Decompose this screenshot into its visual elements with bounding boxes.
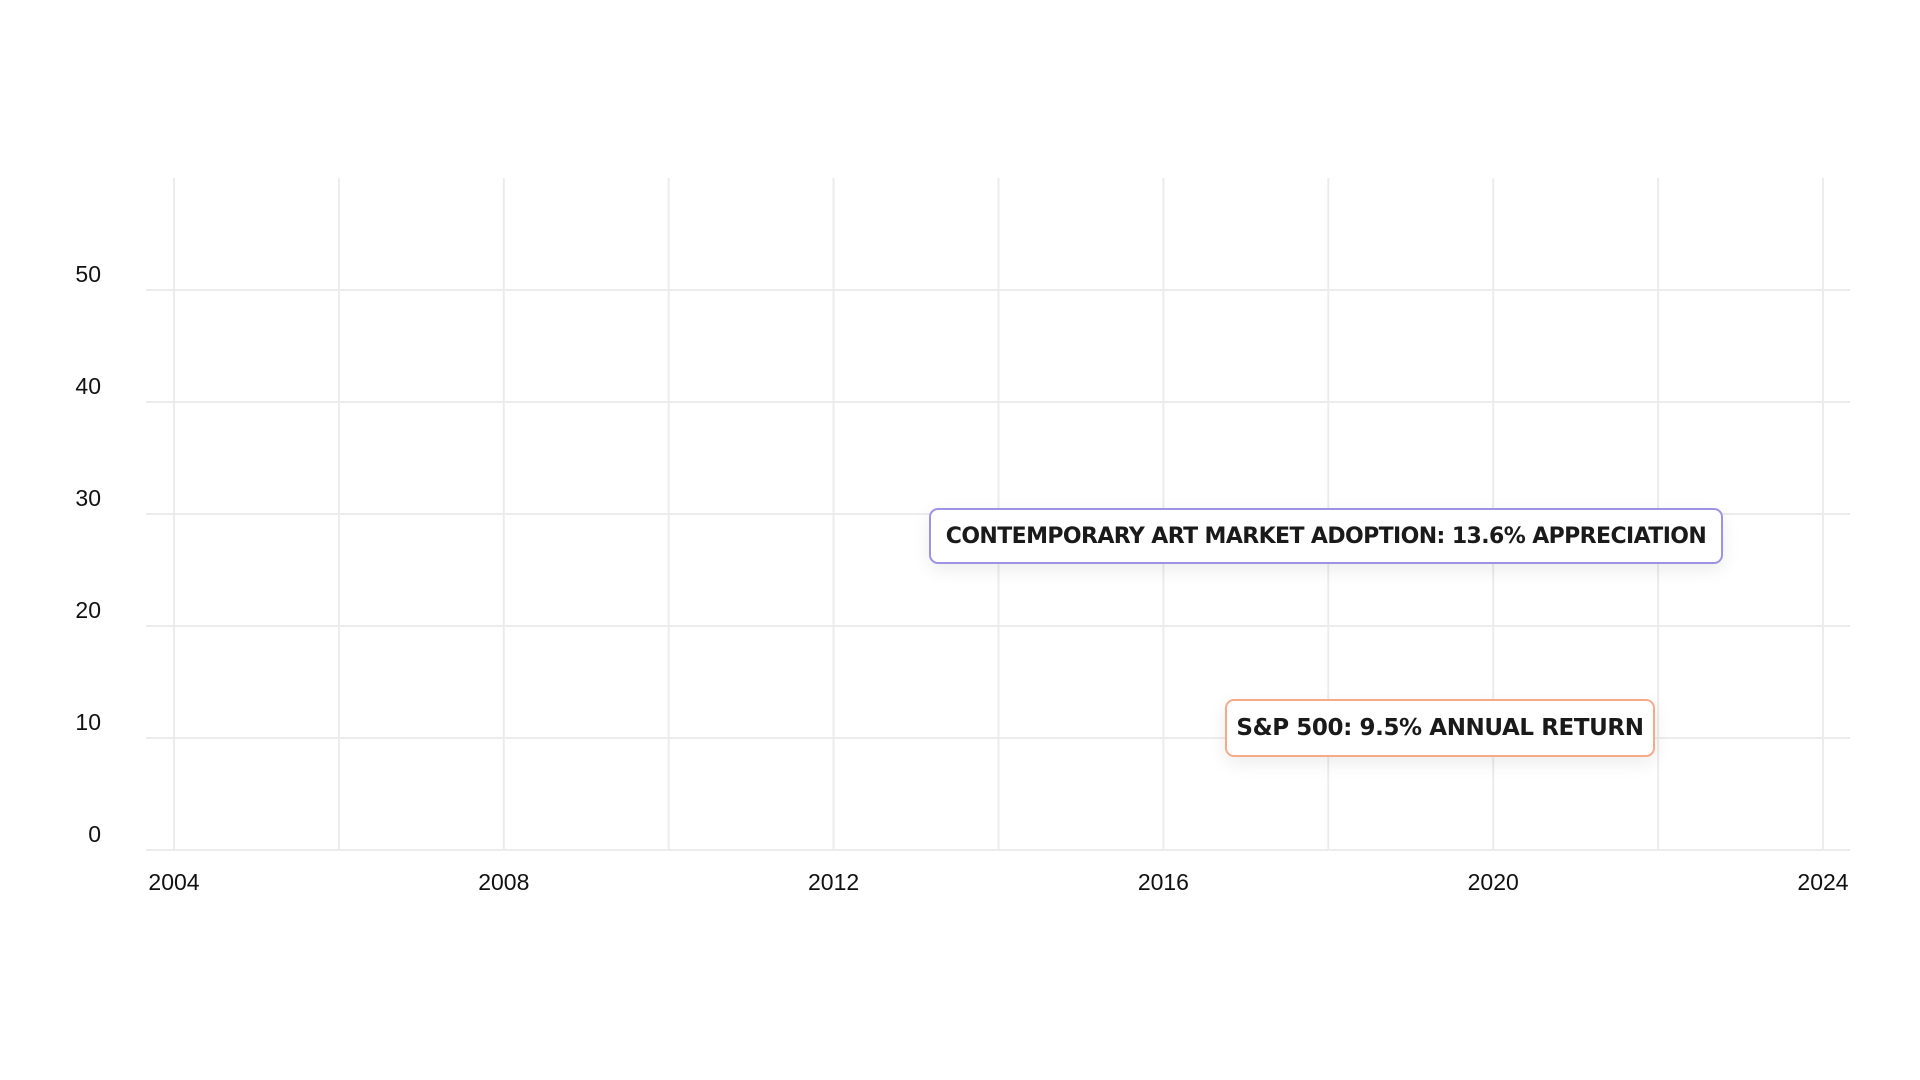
y-tick-label: 0 <box>88 821 101 847</box>
y-tick-label: 30 <box>75 485 101 511</box>
y-tick-label: 50 <box>75 261 101 287</box>
x-tick-label: 2020 <box>1468 869 1519 895</box>
y-tick-label: 40 <box>75 373 101 399</box>
annotation: S&P 500: 9.5% ANNUAL RETURN <box>1225 699 1655 757</box>
x-tick-label: 2012 <box>808 869 859 895</box>
x-tick-label: 2004 <box>148 869 199 895</box>
annotation: CONTEMPORARY ART MARKET ADOPTION: 13.6% … <box>929 508 1723 564</box>
y-tick-label: 10 <box>75 709 101 735</box>
y-tick-label: 20 <box>75 597 101 623</box>
x-tick-label: 2024 <box>1797 869 1848 895</box>
x-tick-label: 2016 <box>1138 869 1189 895</box>
x-tick-label: 2008 <box>478 869 529 895</box>
